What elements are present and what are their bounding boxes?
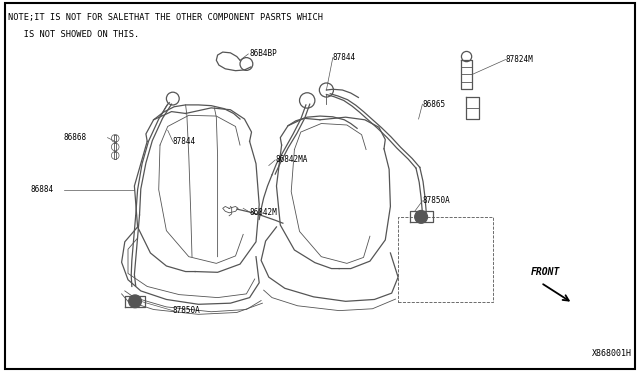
Text: 86865: 86865: [422, 100, 445, 109]
Text: 86842MA: 86842MA: [275, 155, 308, 164]
Circle shape: [415, 211, 428, 223]
Text: 86868: 86868: [64, 133, 87, 142]
Text: NOTE;IT IS NOT FOR SALETHAT THE OTHER COMPONENT PASRTS WHICH: NOTE;IT IS NOT FOR SALETHAT THE OTHER CO…: [8, 13, 323, 22]
Text: 86842M: 86842M: [250, 208, 277, 217]
Text: 87844: 87844: [173, 137, 196, 146]
Text: 87824M: 87824M: [506, 55, 533, 64]
Text: 86B4BP: 86B4BP: [250, 49, 277, 58]
Text: IS NOT SHOWED ON THIS.: IS NOT SHOWED ON THIS.: [8, 30, 139, 39]
Text: 86884: 86884: [31, 185, 54, 194]
Text: X868001H: X868001H: [593, 349, 632, 358]
Text: 87850A: 87850A: [173, 306, 200, 315]
Circle shape: [129, 295, 141, 308]
Text: FRONT: FRONT: [531, 267, 561, 277]
Bar: [398, 217, 493, 302]
Text: 87850A: 87850A: [422, 196, 450, 205]
Text: 87844: 87844: [333, 53, 356, 62]
